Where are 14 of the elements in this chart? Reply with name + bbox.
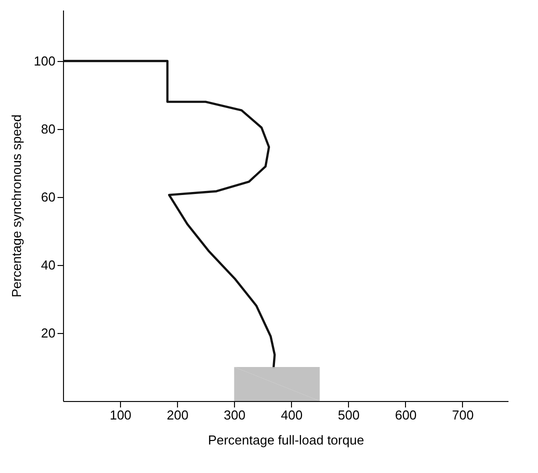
x-tick-label: 300 [224,408,246,422]
x-tick-label: 400 [280,408,303,422]
y-axis-title: Percentage synchronous speed [8,114,24,298]
y-tick-label: 80 [41,122,56,136]
y-tick-label: 40 [41,258,56,272]
x-tick-label: 600 [394,408,417,422]
x-tick-label: 500 [338,408,360,422]
x-tick-label: 700 [452,408,474,422]
y-tick-label: 20 [41,326,56,340]
x-tick-label: 200 [166,408,188,422]
y-tick-label: 60 [41,190,56,204]
y-tick-label: 100 [34,54,56,68]
x-tick-label: 100 [110,408,132,422]
x-axis-title: Percentage full-load torque [208,432,364,448]
